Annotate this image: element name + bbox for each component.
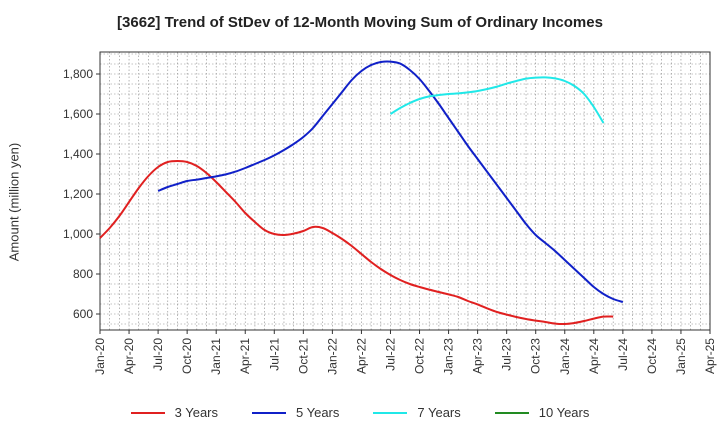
y-tick-label: 1,000 xyxy=(63,227,93,241)
legend-item-7-years: 7 Years xyxy=(373,405,461,420)
legend-item-10-years: 10 Years xyxy=(494,405,590,420)
legend-swatch-5-years xyxy=(252,411,286,414)
x-tick-label: Oct-24 xyxy=(645,338,659,374)
series-line-3-years xyxy=(99,160,614,326)
x-tick-label: Oct-20 xyxy=(180,338,194,374)
legend-swatch-10-years xyxy=(494,411,529,414)
x-tick-label: Oct-22 xyxy=(413,338,427,374)
x-tick-label: Oct-23 xyxy=(529,338,543,374)
y-tick-label: 1,800 xyxy=(63,67,93,81)
series-line-5-years xyxy=(157,60,624,303)
x-tick-label: Jan-25 xyxy=(674,338,688,375)
x-tick-label: Jul-21 xyxy=(267,338,281,371)
x-tick-label: Jan-20 xyxy=(93,338,107,375)
series-line-7-years xyxy=(389,76,605,124)
legend-item-3-years: 3 Years xyxy=(130,405,218,420)
x-tick-label: Jul-23 xyxy=(500,338,514,371)
plot-area xyxy=(100,52,710,330)
legend-swatch-7-years xyxy=(373,411,408,414)
legend-label-5-years: 5 Years xyxy=(296,405,340,420)
x-tick-label: Jan-22 xyxy=(325,338,339,375)
x-tick-label: Oct-21 xyxy=(296,338,310,374)
x-tick-label: Apr-21 xyxy=(238,338,252,374)
legend-swatch-3-years xyxy=(130,411,165,414)
y-tick-label: 600 xyxy=(73,307,93,321)
x-tick-label: Apr-25 xyxy=(703,338,717,374)
x-tick-label: Jul-20 xyxy=(151,338,165,371)
chart-title: [3662] Trend of StDev of 12-Month Moving… xyxy=(117,14,603,31)
x-tick-label: Jul-24 xyxy=(616,338,630,371)
plot-border xyxy=(99,51,711,331)
x-tick-label: Apr-20 xyxy=(122,338,136,374)
y-tick-label: 800 xyxy=(73,267,93,281)
legend-label-3-years: 3 Years xyxy=(174,405,218,420)
x-tick-label: Jan-24 xyxy=(558,338,572,375)
legend-label-7-years: 7 Years xyxy=(417,405,461,420)
y-tick-label: 1,400 xyxy=(63,147,93,161)
x-tick-label: Jan-23 xyxy=(442,338,456,375)
x-tick-label: Apr-22 xyxy=(354,338,368,374)
x-tick-label: Jan-21 xyxy=(209,338,223,375)
x-tick-label: Jul-22 xyxy=(383,338,397,371)
legend-item-5-years: 5 Years xyxy=(252,405,339,420)
legend: 3 Years 5 Years 7 Years 10 Years xyxy=(0,405,720,420)
legend-label-10-years: 10 Years xyxy=(538,405,590,420)
x-tick-label: Apr-24 xyxy=(587,338,601,374)
y-tick-label: 1,200 xyxy=(63,187,93,201)
x-tick-label: Apr-23 xyxy=(471,338,485,374)
y-tick-label: 1,600 xyxy=(63,107,93,121)
